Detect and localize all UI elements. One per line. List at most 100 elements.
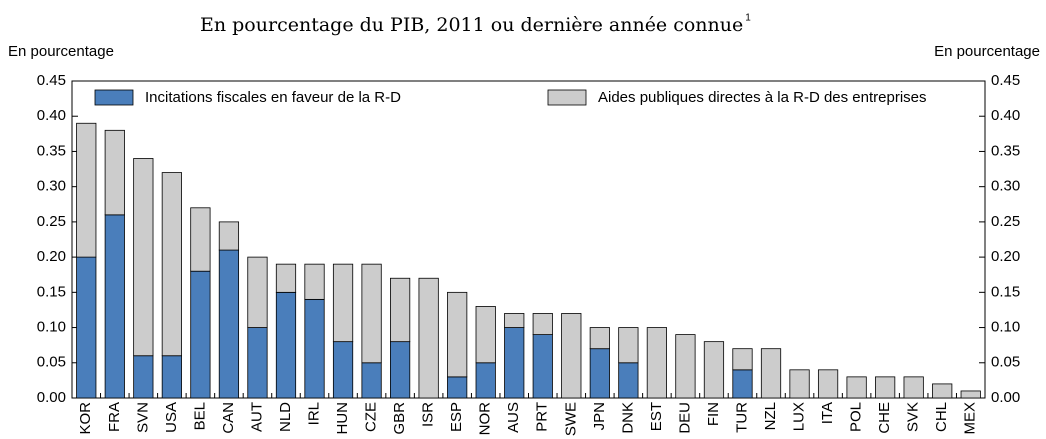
x-tick-label: ITA bbox=[819, 402, 836, 424]
x-tick-label: FIN bbox=[705, 402, 722, 426]
bar-segment bbox=[76, 122, 97, 258]
bar-segment bbox=[161, 172, 182, 357]
y-tick-label: 0.05 bbox=[37, 354, 66, 371]
legend-swatch bbox=[94, 89, 134, 106]
y2-tick-label: 0.15 bbox=[991, 283, 1020, 300]
x-tick-label: PRT bbox=[534, 402, 551, 432]
x-tick-label: DEU bbox=[676, 402, 693, 434]
bar-segment bbox=[304, 263, 325, 300]
legend-label: Aides publiques directes à la R-D des en… bbox=[598, 89, 927, 106]
y2-tick-label: 0.25 bbox=[991, 213, 1020, 230]
x-tick-label: BEL bbox=[191, 402, 208, 430]
x-tick-label: TUR bbox=[733, 402, 750, 433]
bar-segment bbox=[390, 277, 411, 343]
bar-segment bbox=[932, 383, 953, 399]
y2-tick-label: 0.20 bbox=[991, 248, 1020, 265]
bar-segment bbox=[846, 376, 867, 399]
x-tick-label: MEX bbox=[962, 402, 979, 435]
x-tick-label: CZE bbox=[363, 402, 380, 432]
bar-segment bbox=[817, 369, 839, 399]
bar-segment bbox=[703, 341, 725, 399]
bar-segment bbox=[504, 313, 525, 328]
bar-segment bbox=[875, 376, 896, 399]
x-tick-label: DNK bbox=[619, 402, 636, 434]
bar-segment bbox=[561, 313, 582, 399]
bar-segment bbox=[447, 376, 468, 399]
bar-segment bbox=[275, 291, 297, 399]
y2-tick-label: 0.45 bbox=[991, 72, 1020, 89]
y-tick-label: 0.35 bbox=[37, 142, 66, 159]
bar-segment bbox=[76, 256, 97, 399]
bar-segment bbox=[732, 348, 753, 371]
bar-segment bbox=[504, 327, 525, 399]
bar-segment bbox=[760, 348, 782, 399]
x-tick-label: EST bbox=[648, 402, 665, 431]
x-tick-label: KOR bbox=[77, 402, 94, 435]
x-tick-label: SWE bbox=[562, 402, 579, 436]
x-tick-label: ESP bbox=[448, 402, 465, 432]
bar-segment bbox=[247, 256, 268, 328]
bar-segment bbox=[447, 291, 468, 378]
y-axis-label: En pourcentage bbox=[8, 43, 114, 60]
x-tick-label: GBR bbox=[391, 402, 408, 435]
y-tick-label: 0.45 bbox=[37, 72, 66, 89]
bar-segment bbox=[618, 327, 639, 364]
bar-segment bbox=[190, 207, 211, 272]
y2-tick-label: 0.40 bbox=[991, 107, 1020, 124]
y2-axis-label: En pourcentage bbox=[934, 43, 1040, 60]
bar-segment bbox=[589, 327, 610, 350]
bar-segment bbox=[532, 313, 553, 336]
x-tick-label: AUT bbox=[248, 402, 265, 432]
bar-segment bbox=[475, 362, 496, 399]
x-tick-label: AUS bbox=[505, 402, 522, 433]
x-tick-label: NZL bbox=[762, 402, 779, 430]
x-tick-label: POL bbox=[848, 402, 865, 432]
bar-segment bbox=[390, 341, 411, 399]
bar-segment bbox=[161, 355, 182, 399]
y-tick-label: 0.00 bbox=[37, 389, 66, 406]
title-superscript: 1 bbox=[745, 13, 751, 24]
bar-segment bbox=[104, 214, 125, 399]
bar-segment bbox=[218, 249, 240, 399]
bar-segment bbox=[903, 376, 924, 399]
y-tick-label: 0.30 bbox=[37, 178, 66, 195]
bar-segment bbox=[133, 158, 154, 357]
x-tick-label: ISR bbox=[420, 402, 437, 427]
x-tick-label: IRL bbox=[305, 402, 322, 425]
x-tick-label: JPN bbox=[591, 402, 608, 430]
bar-segment bbox=[190, 270, 211, 399]
x-tick-label: HUN bbox=[334, 402, 351, 435]
y2-tick-label: 0.05 bbox=[991, 354, 1020, 371]
y-tick-label: 0.10 bbox=[37, 319, 66, 336]
x-tick-label: CHL bbox=[933, 402, 950, 432]
bar-segment bbox=[275, 263, 297, 293]
bar-segment bbox=[104, 129, 125, 216]
x-tick-label: SVN bbox=[134, 402, 151, 433]
bar-segment bbox=[732, 369, 753, 399]
bar-segment bbox=[618, 362, 639, 399]
bar-segment bbox=[475, 306, 496, 364]
legend-swatch bbox=[547, 89, 587, 106]
y-tick-label: 0.25 bbox=[37, 213, 66, 230]
y-tick-label: 0.40 bbox=[37, 107, 66, 124]
bar-segment bbox=[589, 348, 610, 399]
x-tick-label: SVK bbox=[905, 402, 922, 432]
bar-segment bbox=[218, 221, 240, 251]
bar-segment bbox=[332, 341, 354, 399]
bar-segment bbox=[646, 327, 667, 399]
x-tick-label: NLD bbox=[277, 402, 294, 432]
bar-segment bbox=[675, 334, 696, 399]
y-tick-label: 0.15 bbox=[37, 283, 66, 300]
y2-tick-label: 0.00 bbox=[991, 389, 1020, 406]
x-tick-label: FRA bbox=[106, 402, 123, 432]
bar-segment bbox=[133, 355, 154, 399]
bar-segment bbox=[789, 369, 810, 399]
bar-segment bbox=[418, 277, 439, 399]
y2-tick-label: 0.35 bbox=[991, 142, 1020, 159]
x-tick-label: CAN bbox=[220, 402, 237, 434]
bar-segment bbox=[532, 334, 553, 399]
x-tick-label: CHE bbox=[876, 402, 893, 434]
x-tick-label: USA bbox=[163, 402, 180, 433]
bar-segment bbox=[332, 263, 354, 343]
